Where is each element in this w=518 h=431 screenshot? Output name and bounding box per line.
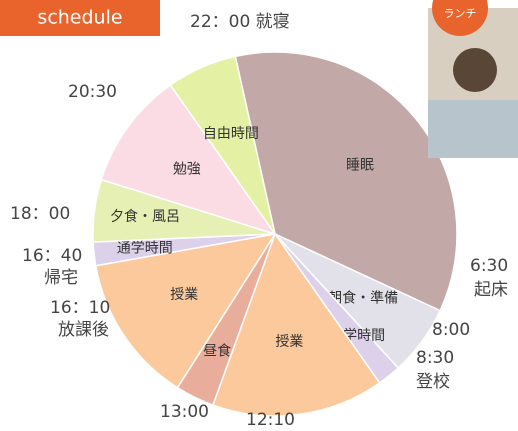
time-label: 6:30 [470, 256, 508, 276]
time-label: 16：10 [50, 298, 110, 318]
time-label: 13:00 [160, 402, 209, 422]
slice-label: 自由時間 [203, 126, 259, 142]
slice-label: 通学時間 [117, 240, 173, 256]
time-label: 8:30 [416, 348, 454, 368]
chart-title: schedule [37, 7, 122, 29]
time-label: 登校 [416, 372, 450, 392]
slice-label: 夕食・風呂 [110, 208, 180, 225]
photo-detail [428, 100, 518, 158]
time-label: 16：40 [22, 246, 82, 266]
slice-label: 昼食 [203, 343, 231, 360]
chart: schedule 睡眠朝食・準備通学時間授業昼食授業通学時間夕食・風呂勉強自由時… [0, 0, 518, 431]
slice-label: 睡眠 [346, 158, 374, 174]
time-label: 22：00 就寝 [190, 11, 290, 32]
time-label: 起床 [474, 280, 508, 300]
time-label: 8:00 [432, 320, 470, 340]
slice-label: 勉強 [173, 162, 201, 178]
time-label: 20:30 [68, 82, 117, 102]
time-label: 帰宅 [44, 268, 78, 288]
slice-label: 授業 [170, 287, 198, 303]
page: {"chart_data": {"type": "pie", "title": … [0, 0, 518, 431]
time-label: 18：00 [10, 204, 70, 224]
photo-figure [453, 48, 497, 92]
photo-badge-text: ランチ [444, 7, 477, 20]
time-label: 放課後 [58, 320, 109, 340]
time-label: 12:10 [246, 410, 295, 430]
slice-label: 授業 [275, 334, 303, 350]
